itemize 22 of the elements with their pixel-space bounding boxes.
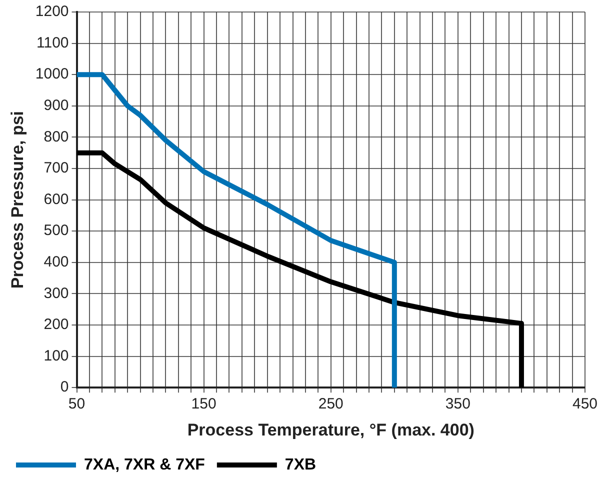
legend-label: 7XA, 7XR & 7XF [84,456,206,474]
y-tick-label: 600 [44,190,69,208]
x-tick-label: 150 [191,396,216,413]
y-tick-label: 700 [44,160,69,177]
x-tick-label: 450 [572,396,598,413]
y-tick-label: 500 [44,222,69,240]
x-tick-label: 350 [445,396,470,413]
y-tick-label: 0 [60,378,69,396]
y-axis-title: Process Pressure, psi [8,110,27,289]
y-tick-label: 1000 [35,66,69,83]
x-tick-label: 50 [68,396,86,413]
y-tick-label: 1200 [35,3,69,20]
x-axis-title: Process Temperature, °F (max. 400) [187,420,474,440]
x-tick-label: 250 [318,396,344,413]
y-tick-label: 400 [44,254,69,271]
y-tick-label: 900 [44,97,69,114]
y-tick-label: 100 [44,347,69,364]
y-tick-label: 300 [44,284,69,302]
legend-label: 7XB [284,456,316,474]
y-tick-label: 800 [44,128,69,146]
y-tick-label: 1100 [36,34,69,52]
y-tick-label: 200 [44,316,69,334]
